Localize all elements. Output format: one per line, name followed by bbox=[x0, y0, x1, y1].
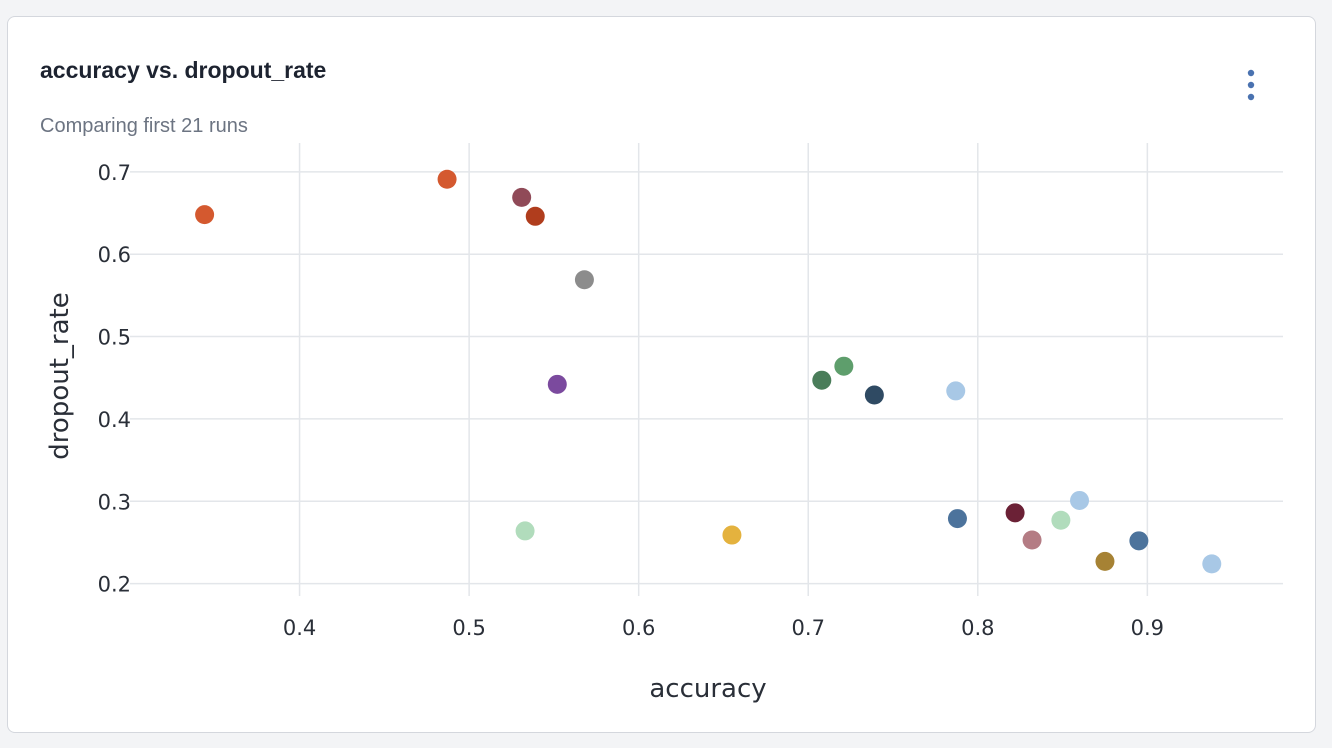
panel-title: accuracy vs. dropout_rate bbox=[40, 57, 327, 83]
data-point[interactable] bbox=[1070, 490, 1090, 510]
x-tick-label: 0.5 bbox=[452, 616, 485, 640]
data-points bbox=[195, 169, 1222, 574]
data-point[interactable] bbox=[525, 206, 545, 226]
x-tick-label: 0.6 bbox=[622, 616, 655, 640]
chart-panel: accuracy vs. dropout_rate Comparing firs… bbox=[7, 16, 1316, 733]
data-point[interactable] bbox=[1129, 531, 1149, 551]
y-tick-label: 0.6 bbox=[98, 243, 131, 267]
y-axis-ticks: 0.2 0.3 0.4 0.5 0.6 0.7 bbox=[98, 161, 131, 597]
vertical-ellipsis-icon[interactable] bbox=[1237, 67, 1265, 103]
data-point[interactable] bbox=[1022, 530, 1042, 550]
data-point[interactable] bbox=[834, 356, 854, 376]
data-point[interactable] bbox=[812, 370, 832, 390]
data-point[interactable] bbox=[864, 385, 884, 405]
y-axis-title: dropout_rate bbox=[45, 292, 75, 459]
data-point[interactable] bbox=[437, 169, 457, 189]
x-axis-title: accuracy bbox=[649, 674, 766, 704]
x-tick-label: 0.9 bbox=[1131, 616, 1164, 640]
x-tick-label: 0.4 bbox=[283, 616, 316, 640]
panel-subtitle: Comparing first 21 runs bbox=[40, 115, 248, 137]
data-point[interactable] bbox=[512, 187, 532, 207]
data-point[interactable] bbox=[195, 205, 215, 225]
data-point[interactable] bbox=[946, 381, 966, 401]
y-tick-label: 0.4 bbox=[98, 408, 131, 432]
data-point[interactable] bbox=[1095, 551, 1115, 571]
data-point[interactable] bbox=[1005, 503, 1025, 523]
y-tick-label: 0.7 bbox=[98, 161, 131, 185]
data-point[interactable] bbox=[1202, 554, 1222, 574]
y-tick-label: 0.2 bbox=[98, 573, 131, 597]
data-point[interactable] bbox=[547, 374, 567, 394]
x-axis-ticks: 0.4 0.5 0.6 0.7 0.8 0.9 bbox=[283, 616, 1164, 640]
data-point[interactable] bbox=[722, 525, 742, 545]
y-tick-label: 0.3 bbox=[98, 490, 131, 514]
data-point[interactable] bbox=[947, 509, 967, 529]
x-tick-label: 0.8 bbox=[961, 616, 994, 640]
data-point[interactable] bbox=[1051, 510, 1071, 530]
data-point[interactable] bbox=[515, 521, 535, 541]
grid-lines bbox=[130, 143, 1283, 596]
y-tick-label: 0.5 bbox=[98, 326, 131, 350]
x-tick-label: 0.7 bbox=[792, 616, 825, 640]
data-point[interactable] bbox=[574, 270, 594, 290]
